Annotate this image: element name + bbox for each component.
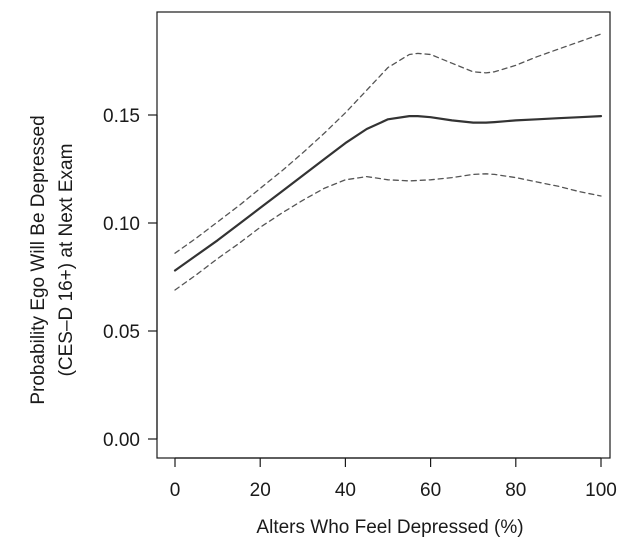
x-axis: 0 20 40 60 80 100 xyxy=(170,457,617,501)
x-axis-title: Alters Who Feel Depressed (%) xyxy=(256,517,523,538)
y-tick-label: 0.15 xyxy=(103,106,140,127)
x-tick-label: 100 xyxy=(585,480,617,501)
estimate-line xyxy=(173,114,603,272)
y-tick-label: 0.05 xyxy=(103,322,140,343)
y-axis: 0.00 0.05 0.10 0.15 xyxy=(103,106,158,451)
x-tick-label: 80 xyxy=(505,480,526,501)
y-tick-label: 0.10 xyxy=(103,214,140,235)
x-tick-label: 20 xyxy=(250,480,271,501)
x-tick-label: 0 xyxy=(170,480,181,501)
y-axis-title-line-2: (CES–D 16+) at Next Exam xyxy=(56,144,77,377)
y-tick-label: 0.00 xyxy=(103,430,140,451)
upper-bound-line xyxy=(174,33,602,254)
y-axis-title-line-1: Probability Ego Will Be Depressed xyxy=(28,115,49,404)
series-layer xyxy=(173,33,603,291)
x-tick-label: 60 xyxy=(420,480,441,501)
x-tick-label: 40 xyxy=(335,480,356,501)
lower-bound-line xyxy=(174,173,602,291)
